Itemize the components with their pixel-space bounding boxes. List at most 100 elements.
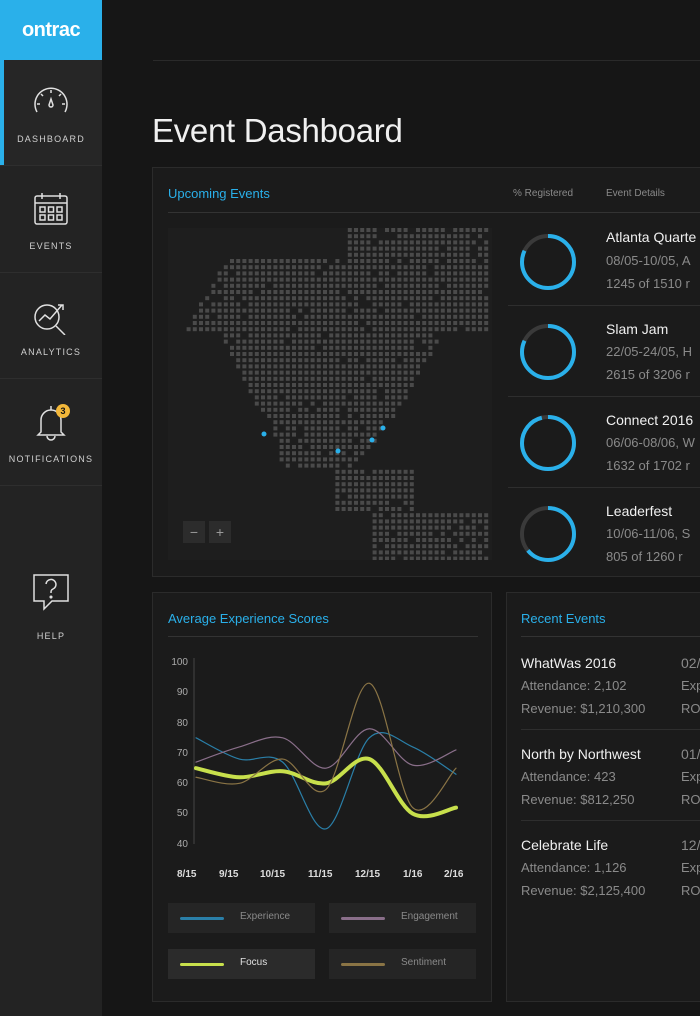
map-dot	[385, 469, 389, 474]
map-dot	[285, 364, 290, 369]
legend-sentiment[interactable]: Sentiment	[329, 949, 476, 979]
sidebar-item-dashboard[interactable]: DASHBOARD	[0, 60, 102, 166]
legend-label: Engagement	[401, 911, 458, 922]
legend-focus[interactable]: Focus	[168, 949, 315, 979]
map-dot	[391, 482, 396, 487]
map-dot	[403, 494, 408, 499]
map-dot	[397, 488, 402, 493]
logo[interactable]: ontrac	[0, 0, 102, 60]
event-row[interactable]: Leaderfest 10/06-11/06, S 805 of 1260 r	[508, 503, 700, 594]
map-dot	[391, 507, 396, 511]
event-row[interactable]: Connect 2016 06/06-08/06, W 1632 of 1702…	[508, 412, 700, 503]
map-dot	[248, 302, 253, 307]
sidebar-item-analytics[interactable]: ANALYTICS	[0, 273, 102, 379]
map-dot	[285, 358, 290, 363]
map-dot	[292, 290, 296, 294]
events-map[interactable]	[168, 228, 492, 560]
map-dot	[372, 395, 377, 400]
map-dot	[484, 246, 489, 251]
map-dot	[459, 240, 464, 245]
map-dot	[354, 426, 358, 431]
map-dot	[484, 519, 489, 524]
map-dot	[416, 259, 420, 263]
map-dot	[230, 345, 234, 350]
map-dot	[409, 327, 414, 332]
map-dot	[465, 525, 470, 530]
map-dot	[354, 451, 358, 456]
map-dot	[378, 482, 383, 487]
row-divider	[508, 305, 700, 306]
event-location-marker[interactable]	[380, 425, 386, 431]
map-dot	[236, 345, 241, 350]
map-dot	[391, 550, 396, 555]
map-dot	[378, 327, 383, 332]
map-dot	[267, 271, 272, 276]
map-dot	[304, 321, 309, 325]
map-dot	[422, 277, 427, 282]
map-dot	[323, 321, 327, 325]
map-dot	[248, 321, 253, 325]
map-dot	[304, 271, 309, 276]
map-dot	[292, 314, 296, 319]
map-dot	[329, 463, 334, 468]
page-title: Event Dashboard	[152, 112, 403, 149]
map-dot	[341, 277, 346, 282]
map-dot	[316, 426, 321, 431]
map-dot	[440, 271, 445, 276]
event-location-marker[interactable]	[261, 431, 267, 437]
map-dot	[403, 321, 408, 325]
event-row[interactable]: Slam Jam 22/05-24/05, H 2615 of 3206 r	[508, 321, 700, 412]
event-location-marker[interactable]	[335, 448, 341, 454]
map-dot	[428, 240, 433, 245]
map-dot	[447, 252, 451, 257]
line-chart[interactable]	[192, 650, 472, 860]
legend-engagement[interactable]: Engagement	[329, 903, 476, 933]
map-dot	[453, 556, 458, 560]
map-dot	[254, 383, 259, 387]
map-dot	[347, 488, 352, 493]
map-dot	[385, 550, 389, 555]
zoom-out-button[interactable]: −	[183, 521, 205, 543]
map-dot	[254, 345, 259, 350]
event-row[interactable]: Atlanta Quarte 08/05-10/05, A 1245 of 15…	[508, 229, 700, 322]
legend-experience[interactable]: Experience	[168, 903, 315, 933]
row-divider	[521, 729, 700, 730]
map-dot	[347, 339, 352, 344]
zoom-in-button[interactable]: +	[209, 521, 231, 543]
map-dot	[416, 271, 420, 276]
map-dot	[360, 494, 365, 499]
map-dot	[279, 283, 284, 288]
map-dot	[211, 302, 216, 307]
event-location-marker[interactable]	[369, 437, 375, 443]
registration-ring	[520, 506, 576, 562]
map-dot	[347, 290, 352, 294]
map-dot	[428, 519, 433, 524]
map-dot	[416, 277, 420, 282]
map-dot	[354, 383, 358, 387]
map-dot	[385, 327, 389, 332]
map-dot	[391, 407, 396, 412]
map-dot	[273, 345, 278, 350]
map-dot	[434, 519, 439, 524]
map-dot	[310, 339, 315, 344]
map-dot	[236, 352, 241, 356]
map-dot	[372, 259, 377, 263]
map-dot	[335, 339, 340, 344]
map-dot	[254, 265, 259, 270]
map-dot	[354, 407, 358, 412]
divider	[168, 636, 478, 637]
map-dot	[329, 438, 334, 443]
map-dot	[409, 265, 414, 270]
recent-event-name: North by Northwest	[521, 746, 641, 762]
sidebar-item-help[interactable]: HELP	[0, 556, 102, 662]
map-dot	[409, 383, 414, 387]
map-dot	[304, 463, 309, 468]
map-dot	[223, 339, 228, 344]
map-dot	[360, 252, 365, 257]
map-dot	[242, 296, 247, 301]
sidebar-item-notifications[interactable]: 3 NOTIFICATIONS	[0, 380, 102, 486]
map-dot	[354, 228, 358, 232]
map-dot	[242, 290, 247, 294]
sidebar-item-events[interactable]: EVENTS	[0, 167, 102, 273]
map-dot	[310, 389, 315, 394]
